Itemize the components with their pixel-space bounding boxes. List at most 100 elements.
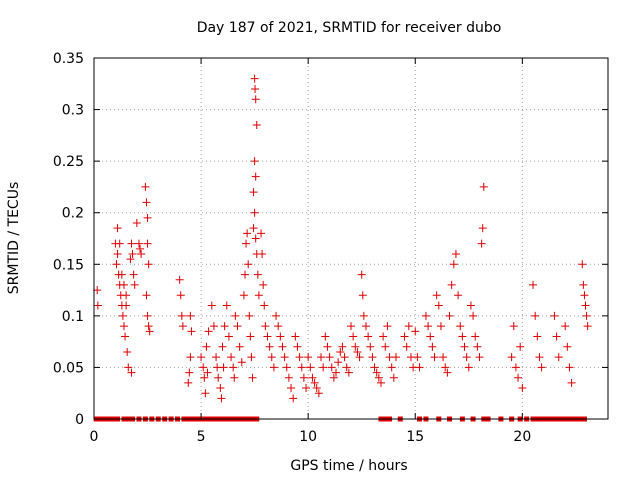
data-point — [274, 322, 283, 331]
data-point — [175, 275, 184, 284]
data-point — [128, 249, 137, 258]
data-point — [214, 373, 223, 382]
data-point — [124, 363, 133, 372]
data-point — [252, 121, 261, 130]
data-point — [244, 260, 253, 269]
data-point — [567, 378, 576, 387]
data-point — [580, 291, 589, 300]
data-point — [364, 332, 373, 341]
data-point — [202, 342, 211, 351]
data-point — [117, 270, 126, 279]
data-point — [113, 249, 122, 258]
x-axis-title: GPS time / hours — [290, 458, 407, 474]
data-point — [565, 363, 574, 372]
data-point — [554, 353, 563, 362]
data-point — [358, 291, 367, 300]
data-point — [239, 291, 248, 300]
y-tick-label: 0.05 — [53, 360, 84, 376]
data-point — [531, 311, 540, 320]
data-point — [334, 358, 343, 367]
data-point — [310, 378, 319, 387]
data-point — [370, 363, 379, 372]
data-point — [391, 353, 400, 362]
data-point — [247, 353, 256, 362]
data-point — [359, 311, 368, 320]
data-point — [216, 384, 225, 393]
y-tick-label: 0.1 — [62, 309, 84, 325]
data-point — [514, 373, 523, 382]
data-point — [561, 322, 570, 331]
y-tick-label: 0.15 — [53, 257, 84, 273]
data-point — [250, 157, 259, 166]
data-point — [355, 353, 364, 362]
data-point — [323, 342, 332, 351]
data-point — [261, 322, 270, 331]
data-point — [129, 270, 138, 279]
data-point — [304, 353, 313, 362]
data-point — [366, 342, 375, 351]
data-point — [430, 353, 439, 362]
data-point — [249, 188, 258, 197]
data-point — [224, 332, 233, 341]
data-point — [338, 342, 347, 351]
x-tick-label: 0 — [90, 429, 99, 445]
data-point — [383, 322, 392, 331]
data-point — [280, 353, 289, 362]
data-point — [464, 363, 473, 372]
data-point — [113, 224, 122, 233]
data-point — [260, 301, 269, 310]
data-point — [469, 311, 478, 320]
data-point — [119, 280, 128, 289]
data-point — [251, 172, 260, 181]
data-point — [235, 342, 244, 351]
data-point — [509, 322, 518, 331]
data-point — [477, 239, 486, 248]
data-point — [134, 239, 143, 248]
data-point — [207, 301, 216, 310]
data-point — [552, 332, 561, 341]
data-point — [251, 84, 260, 93]
x-tick-label: 15 — [406, 429, 424, 445]
data-point — [253, 270, 262, 279]
data-point — [136, 244, 145, 253]
data-point — [421, 311, 430, 320]
data-point — [426, 332, 435, 341]
data-point — [443, 368, 452, 377]
data-point — [389, 373, 398, 382]
data-point — [413, 353, 422, 362]
x-tick-label: 20 — [513, 429, 531, 445]
y-tick-label: 0 — [75, 412, 84, 428]
data-point — [123, 347, 132, 356]
data-point — [229, 363, 238, 372]
data-point — [118, 311, 127, 320]
data-point — [185, 368, 194, 377]
data-point — [424, 322, 433, 331]
data-point — [299, 373, 308, 382]
data-point — [126, 255, 135, 264]
data-point — [458, 332, 467, 341]
data-point — [209, 322, 218, 331]
data-point — [127, 368, 136, 377]
chart-title: Day 187 of 2021, SRMTID for receiver dub… — [197, 20, 502, 36]
data-point — [127, 239, 136, 248]
data-point — [240, 270, 249, 279]
data-point — [248, 373, 257, 382]
data-point — [353, 347, 362, 356]
data-point — [379, 332, 388, 341]
y-tick-label: 0.3 — [62, 103, 84, 119]
data-point — [340, 353, 349, 362]
data-point — [119, 322, 128, 331]
data-point — [222, 301, 231, 310]
data-point — [269, 363, 278, 372]
data-point — [144, 260, 153, 269]
data-point — [351, 342, 360, 351]
data-point — [278, 342, 287, 351]
data-point — [312, 384, 321, 393]
data-point — [254, 291, 263, 300]
data-point — [227, 353, 236, 362]
data-point — [372, 368, 381, 377]
data-point — [516, 342, 525, 351]
data-point — [447, 280, 456, 289]
data-point — [342, 363, 351, 372]
